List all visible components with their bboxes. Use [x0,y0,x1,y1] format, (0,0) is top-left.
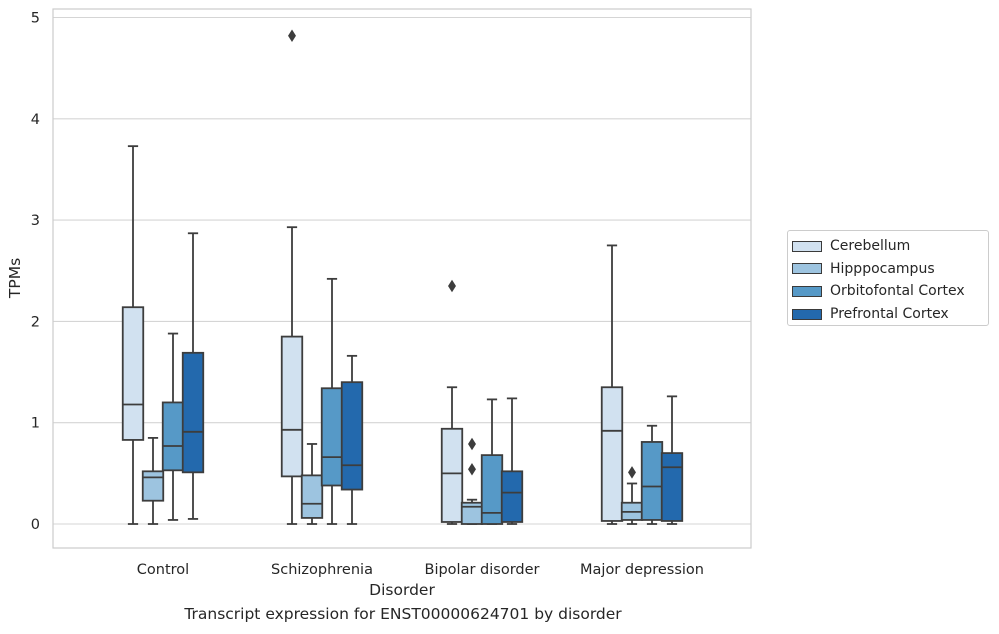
x-tick-label: Control [137,562,189,578]
box [640,441,664,521]
box-plot [480,398,504,525]
box [161,401,185,472]
outlier-point [288,29,296,42]
box-plot [600,244,624,525]
box [440,427,464,523]
legend-label: Prefrontal Cortex [830,306,949,323]
series-hipppocampus [141,436,644,525]
chart-caption: Transcript expression for ENST0000062470… [184,605,622,623]
y-axis: 0 1 2 3 4 5 [31,11,40,534]
series-cerebellum [121,29,624,525]
legend-swatch-orbitofrontal [792,285,822,297]
legend-swatch-hippocampus [792,263,822,275]
box [121,306,145,441]
outlier-point [468,437,476,451]
box [280,335,304,478]
box [320,387,344,487]
x-tick-label: Major depression [580,562,704,578]
x-tick-label: Bipolar disorder [425,562,540,578]
box-plots [121,29,684,525]
box [181,351,205,474]
outlier-point [628,466,636,479]
y-axis-label: TPMs [6,258,24,299]
legend-item-hippocampus: Hipppocampus [792,258,988,281]
box-plot [440,279,464,525]
box-plot [181,232,205,520]
box-plot [620,466,644,525]
box-plot [161,332,185,521]
box-plot [340,354,364,525]
box-plot [280,29,304,525]
y-tick-label: 1 [31,416,40,432]
x-axis-label: Disorder [369,581,435,599]
legend-swatch-prefrontal [792,308,822,320]
legend-swatch-cerebellum [792,240,822,252]
legend-label: Hipppocampus [830,260,935,277]
box-plot [141,436,165,525]
y-tick-label: 0 [31,517,40,533]
series-orbitofontal-cortex [161,277,664,525]
legend-item-cerebellum: Cerebellum [792,235,988,258]
outlier-point [468,463,476,476]
box [141,470,165,502]
y-tick-label: 2 [31,314,40,330]
outlier-point [448,279,456,293]
series-prefrontal-cortex [181,232,684,525]
legend-item-orbitofrontal: Orbitofontal Cortex [792,280,988,303]
y-tick-label: 3 [31,213,40,229]
box-plot [460,437,484,525]
box [300,474,324,519]
y-tick-label: 5 [31,11,40,27]
x-axis: Control Schizophrenia Bipolar disorder Majo… [137,562,704,578]
box [600,386,624,522]
legend-item-prefrontal: Prefrontal Cortex [792,303,988,326]
x-tick-label: Schizophrenia [271,562,373,578]
legend-label: Orbitofontal Cortex [830,283,965,300]
box-plot [660,395,684,525]
box [500,470,524,523]
box-plot [300,443,324,525]
y-tick-label: 4 [31,112,40,128]
legend-label: Cerebellum [830,238,911,255]
box-plot [500,397,524,525]
box [660,452,684,522]
box-plot [640,424,664,525]
legend: Cerebellum Hipppocampus Orbitofontal Cor… [787,230,989,326]
box [340,381,364,491]
box-plot [320,277,344,525]
plot-frame [52,8,752,549]
box-plot [121,145,145,525]
